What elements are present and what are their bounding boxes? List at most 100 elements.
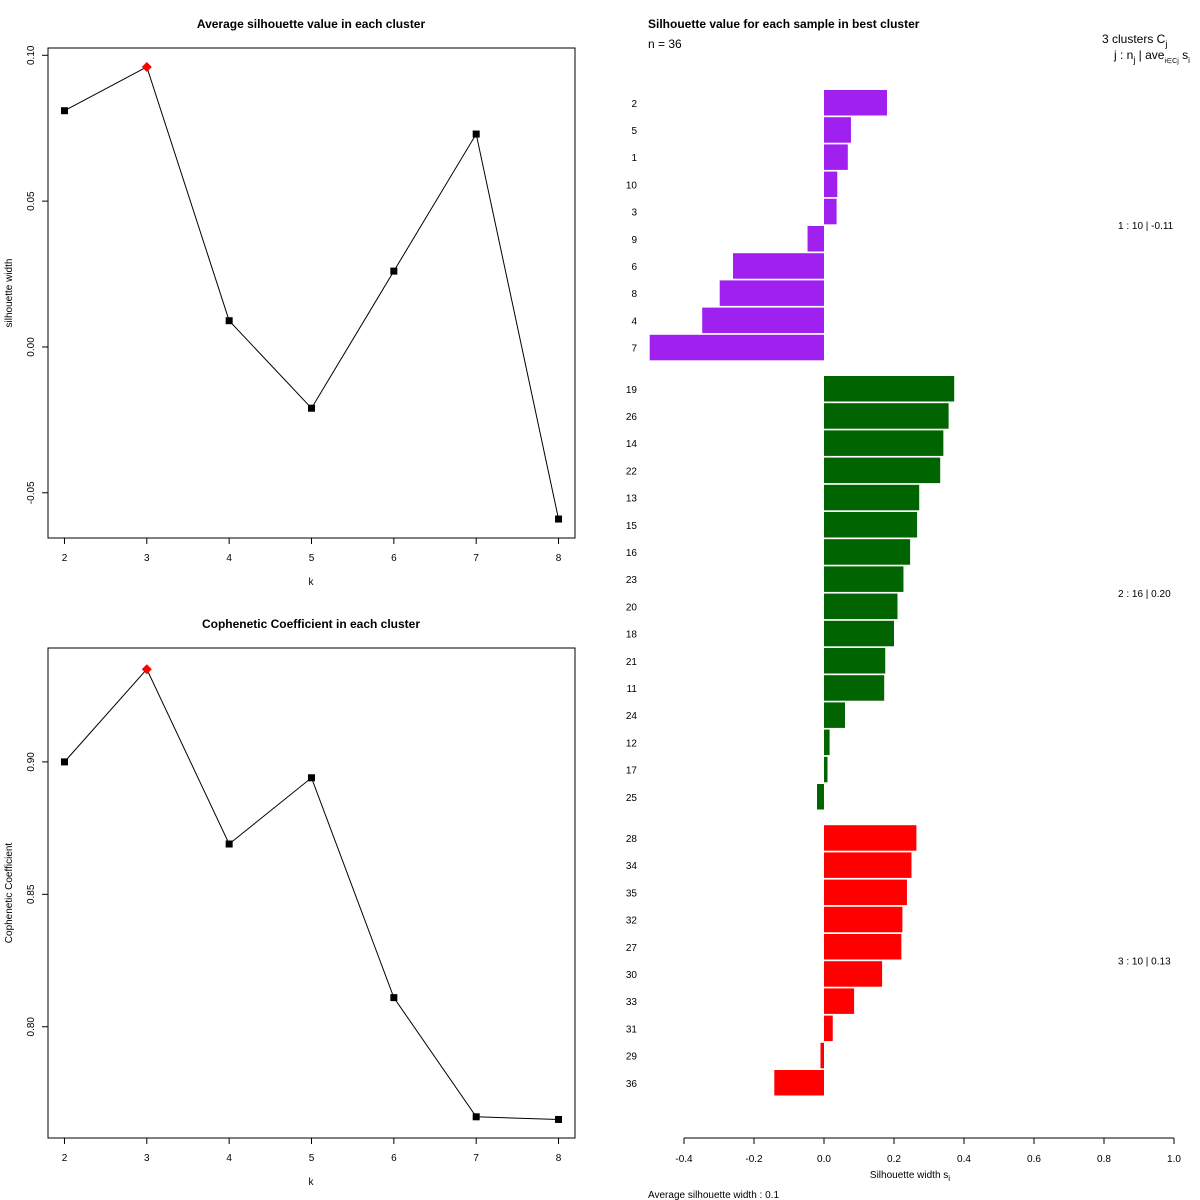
sample-label: 6 <box>631 262 637 273</box>
cophenetic-x-tick-label: 5 <box>309 1153 315 1164</box>
cophenetic-data-point <box>60 758 68 766</box>
avg-silhouette-y-tick-label: 0.00 <box>26 337 37 357</box>
avg-silhouette-title: Average silhouette value in each cluster <box>197 17 426 31</box>
cophenetic-x-tick-label: 4 <box>226 1153 232 1164</box>
sample-label: 31 <box>626 1024 638 1035</box>
avg-silhouette-panel: Average silhouette value in each cluster… <box>4 17 576 588</box>
sample-label: 23 <box>626 575 638 586</box>
cluster-3-bar-sample-36 <box>774 1070 824 1096</box>
cluster-column-header-s: s <box>1179 48 1188 62</box>
cluster-1-bar-sample-7 <box>649 334 824 361</box>
silhouette-bar-title: Silhouette value for each sample in best… <box>648 17 920 31</box>
cluster-count-header: 3 clusters Cj <box>1102 32 1167 49</box>
cluster-3-summary: 3 : 10 | 0.13 <box>1118 956 1171 967</box>
silhouette-xlabel-text: Silhouette width s <box>870 1170 948 1181</box>
cophenetic-panel: Cophenetic Coefficient in each cluster k… <box>4 617 576 1188</box>
cluster-2-bar-sample-15 <box>824 512 918 538</box>
sample-label: 15 <box>626 521 638 532</box>
cluster-1-bar-sample-2 <box>824 90 887 116</box>
cluster-2-bar-sample-25 <box>817 784 824 810</box>
avg-silhouette-best-k-point <box>141 61 152 72</box>
cluster-1-bar-sample-3 <box>824 198 837 225</box>
cophenetic-x-tick-label: 7 <box>473 1153 479 1164</box>
cophenetic-y-tick-label: 0.80 <box>26 1017 37 1037</box>
cluster-1-bar-sample-8 <box>719 280 824 306</box>
cluster-1-bar-sample-9 <box>807 226 824 252</box>
silhouette-x-tick-label: 1.0 <box>1167 1154 1181 1165</box>
sample-label: 14 <box>626 439 638 450</box>
silhouette-x-tick-label: -0.4 <box>675 1154 693 1165</box>
avg-silhouette-series-line <box>64 66 560 520</box>
avg-silhouette-ylabel: silhouette width <box>4 259 15 328</box>
sample-label: 32 <box>626 916 638 927</box>
silhouette-xlabel-subscript: i <box>948 1174 950 1183</box>
avg-silhouette-y-tick-label: 0.05 <box>26 191 37 211</box>
cluster-3-bar-sample-33 <box>824 988 855 1014</box>
sample-label: 11 <box>627 684 638 695</box>
cluster-3-bar-sample-27 <box>824 934 902 960</box>
cophenetic-title: Cophenetic Coefficient in each cluster <box>202 617 420 631</box>
cophenetic-data-point <box>308 774 315 782</box>
sample-label: 12 <box>626 738 638 749</box>
sample-label: 24 <box>626 711 638 722</box>
cluster-3-bar-sample-32 <box>824 906 903 933</box>
cophenetic-x-tick-label: 3 <box>144 1153 150 1164</box>
cluster-column-header-ave: | ave <box>1135 48 1164 62</box>
sample-label: 16 <box>626 548 638 559</box>
avg-silhouette-data-point <box>390 267 398 275</box>
avg-silhouette-data-point <box>60 107 68 115</box>
cluster-1-bar-sample-5 <box>824 117 851 143</box>
cluster-2-bar-sample-17 <box>824 756 828 783</box>
cophenetic-data-point <box>225 840 233 848</box>
sample-label: 34 <box>626 861 638 872</box>
sample-label: 2 <box>631 99 637 110</box>
cluster-column-header-sub1: j <box>1132 55 1135 65</box>
sample-label: 9 <box>631 235 637 246</box>
sample-label: 3 <box>631 208 637 219</box>
silhouette-x-tick-label: 0.6 <box>1027 1154 1041 1165</box>
avg-silhouette-x-tick-label: 2 <box>62 553 68 564</box>
silhouette-bar-panel: Silhouette value for each sample in best… <box>626 17 1190 1200</box>
cophenetic-data-point <box>555 1115 563 1123</box>
cophenetic-x-tick-label: 8 <box>556 1153 562 1164</box>
cophenetic-data-point <box>390 994 398 1002</box>
sample-label: 17 <box>626 766 638 777</box>
cluster-3-bar-sample-28 <box>824 825 917 851</box>
cluster-2-bar-sample-20 <box>824 593 898 620</box>
avg-silhouette-data-point <box>472 130 480 138</box>
sample-count-label: n = 36 <box>648 37 682 51</box>
sample-label: 20 <box>626 602 638 613</box>
avg-silhouette-x-tick-label: 8 <box>556 553 562 564</box>
sample-label: 33 <box>626 997 638 1008</box>
avg-silhouette-x-tick-label: 4 <box>226 553 232 564</box>
cluster-column-header-sub3: i <box>1188 56 1190 65</box>
sample-label: 27 <box>626 943 638 954</box>
avg-silhouette-x-tick-label: 6 <box>391 553 397 564</box>
cluster-column-header-sub2: i∈Cj <box>1164 58 1179 65</box>
cluster-2-bar-sample-19 <box>824 376 955 402</box>
sample-label: 30 <box>626 970 638 981</box>
sample-label: 26 <box>626 412 638 423</box>
cluster-1-bar-sample-6 <box>733 253 824 279</box>
cluster-2-bar-sample-23 <box>824 566 904 592</box>
cluster-3-bar-sample-29 <box>820 1042 824 1069</box>
cophenetic-best-k-point <box>141 664 152 675</box>
sample-label: 29 <box>626 1052 638 1063</box>
cophenetic-x-tick-label: 2 <box>62 1153 68 1164</box>
avg-silhouette-xlabel: k <box>309 577 315 588</box>
sample-label: 35 <box>626 888 638 899</box>
cluster-2-bar-sample-18 <box>824 620 894 647</box>
cluster-count-header-text: 3 clusters C <box>1102 32 1166 46</box>
cluster-2-bar-sample-22 <box>824 457 941 484</box>
avg-silhouette-data-point <box>308 404 315 412</box>
silhouette-x-tick-label: 0.0 <box>817 1154 831 1165</box>
cophenetic-data-point <box>472 1113 480 1121</box>
avg-silhouette-data-point <box>225 317 233 325</box>
sample-label: 18 <box>626 630 638 641</box>
cluster-2-bar-sample-12 <box>824 729 830 756</box>
cophenetic-x-tick-label: 6 <box>391 1153 397 1164</box>
cluster-3-bar-sample-30 <box>824 961 883 987</box>
avg-silhouette-x-tick-label: 7 <box>473 553 479 564</box>
cluster-1-bar-sample-1 <box>824 144 848 170</box>
cluster-1-bar-sample-4 <box>702 307 824 334</box>
